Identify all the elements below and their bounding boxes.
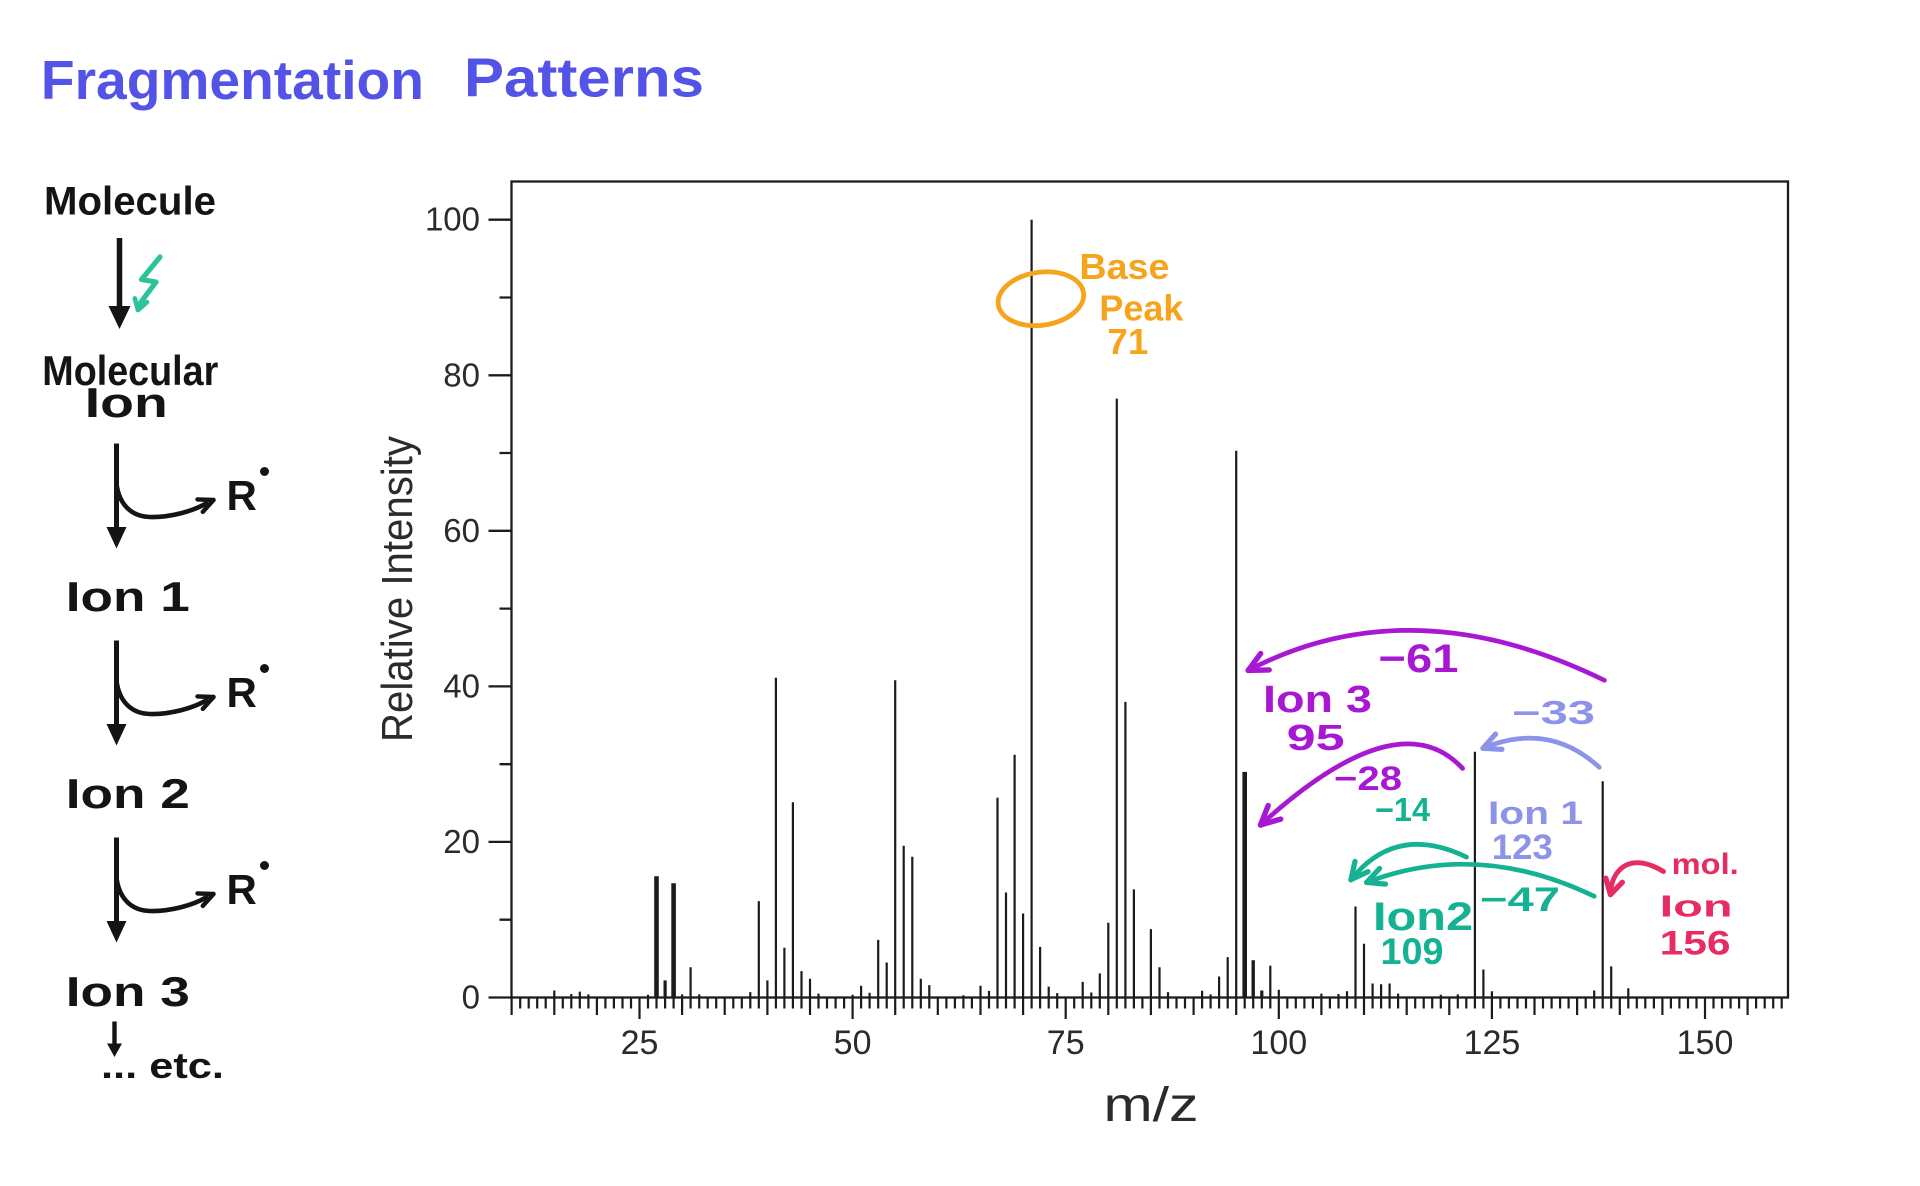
- svg-text:100: 100: [425, 201, 480, 238]
- svg-text:−14: −14: [1375, 791, 1431, 828]
- svg-text:20: 20: [443, 823, 480, 860]
- svg-text:75: 75: [1047, 1024, 1085, 1062]
- svg-text:mol.: mol.: [1672, 848, 1739, 881]
- svg-text:Ion 3: Ion 3: [1263, 679, 1372, 721]
- svg-text:m/z: m/z: [1104, 1079, 1199, 1132]
- svg-text:80: 80: [443, 356, 480, 393]
- svg-text:−28: −28: [1334, 760, 1402, 798]
- svg-text:Relative Intensity: Relative Intensity: [373, 436, 422, 742]
- svg-text:Molecule: Molecule: [44, 180, 216, 224]
- svg-text:Fragmentation: Fragmentation: [41, 49, 424, 111]
- svg-text:125: 125: [1464, 1024, 1521, 1062]
- svg-text:156: 156: [1660, 925, 1731, 963]
- svg-text:−47: −47: [1480, 881, 1560, 919]
- svg-text:−61: −61: [1379, 637, 1459, 681]
- svg-text:Ion 1: Ion 1: [1488, 795, 1583, 831]
- svg-text:Ion: Ion: [85, 379, 168, 426]
- svg-text:40: 40: [443, 667, 480, 704]
- svg-text:Patterns: Patterns: [464, 47, 704, 109]
- svg-text:Ion 1: Ion 1: [66, 573, 190, 620]
- svg-text:60: 60: [443, 512, 480, 549]
- svg-text:Ion 2: Ion 2: [66, 770, 190, 817]
- svg-text:50: 50: [834, 1024, 872, 1062]
- svg-text:95: 95: [1287, 717, 1345, 758]
- svg-text:Ion 3: Ion 3: [66, 968, 190, 1015]
- svg-text:Molecular: Molecular: [42, 347, 218, 394]
- svg-text:Ion: Ion: [1660, 889, 1733, 924]
- svg-text:150: 150: [1677, 1024, 1734, 1062]
- svg-text:0: 0: [462, 979, 480, 1016]
- svg-text:109: 109: [1381, 931, 1444, 972]
- svg-text:R: R: [227, 866, 257, 913]
- svg-text:25: 25: [621, 1024, 659, 1062]
- svg-text:Peak: Peak: [1099, 288, 1184, 329]
- svg-text:... etc.: ... etc.: [101, 1045, 224, 1086]
- svg-text:R: R: [227, 669, 257, 716]
- svg-text:Ion2: Ion2: [1373, 895, 1473, 939]
- svg-text:Base: Base: [1079, 246, 1169, 287]
- svg-text:123: 123: [1492, 828, 1553, 867]
- svg-text:71: 71: [1107, 321, 1148, 362]
- svg-text:−33: −33: [1512, 694, 1595, 731]
- svg-text:R: R: [227, 472, 257, 519]
- svg-text:100: 100: [1250, 1024, 1307, 1062]
